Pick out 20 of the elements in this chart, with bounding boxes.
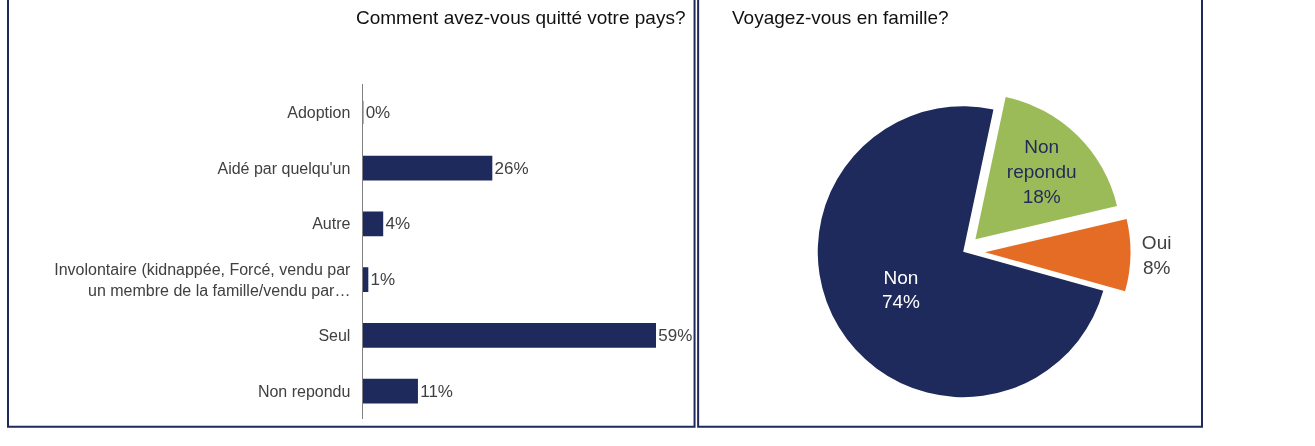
data-label: 59% <box>658 325 693 345</box>
y-tick-label: Non repondu <box>257 382 351 400</box>
data-label: 8% <box>1142 257 1171 279</box>
slice-label: Non repondu <box>1006 136 1077 183</box>
slice-label: Non <box>883 266 919 288</box>
data-label: 18% <box>1022 185 1061 207</box>
data-label: 11% <box>420 381 453 401</box>
data-label: 1% <box>370 270 396 290</box>
y-tick-label: Involontaire (kidnappée, Forcé, vendu par un membre de la famille/vendu par… <box>54 260 352 299</box>
data-label: 4% <box>385 214 411 234</box>
y-tick-label: Autre <box>312 215 351 233</box>
slice-label: Oui <box>1141 232 1172 254</box>
chart-title: Voyagez-vous en famille? <box>732 7 949 28</box>
chart-title: Comment avez-vous quitté votre pays? <box>356 7 686 28</box>
data-label: 26% <box>494 158 529 178</box>
y-tick-label: Aidé par quelqu'un <box>217 159 351 177</box>
y-tick-label: Seul <box>318 326 351 344</box>
y-tick-label: Adoption <box>287 103 351 121</box>
data-label: 0% <box>365 102 391 122</box>
data-label: 74% <box>881 291 921 313</box>
